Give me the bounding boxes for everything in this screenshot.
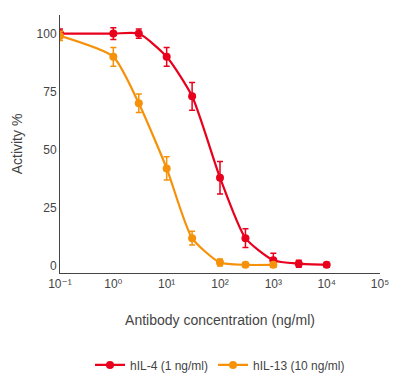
svg-text:Antibody concentration (ng/ml): Antibody concentration (ng/ml) bbox=[125, 312, 315, 328]
svg-text:75: 75 bbox=[43, 85, 57, 99]
svg-text:10⁵: 10⁵ bbox=[371, 277, 389, 291]
svg-text:10⁴: 10⁴ bbox=[317, 277, 336, 291]
svg-text:10³: 10³ bbox=[265, 277, 282, 291]
svg-text:Activity %: Activity % bbox=[9, 114, 25, 175]
svg-text:hIL-4 (1 ng/ml): hIL-4 (1 ng/ml) bbox=[130, 359, 208, 373]
svg-text:10¹: 10¹ bbox=[158, 277, 175, 291]
svg-text:100: 100 bbox=[37, 27, 57, 41]
svg-text:0: 0 bbox=[50, 259, 57, 273]
svg-text:50: 50 bbox=[43, 143, 57, 157]
svg-text:25: 25 bbox=[43, 201, 57, 215]
svg-text:10⁰: 10⁰ bbox=[104, 277, 122, 291]
svg-text:10²: 10² bbox=[211, 277, 228, 291]
svg-text:hIL-13 (10 ng/ml): hIL-13 (10 ng/ml) bbox=[253, 359, 344, 373]
svg-text:10⁻¹: 10⁻¹ bbox=[48, 277, 72, 291]
